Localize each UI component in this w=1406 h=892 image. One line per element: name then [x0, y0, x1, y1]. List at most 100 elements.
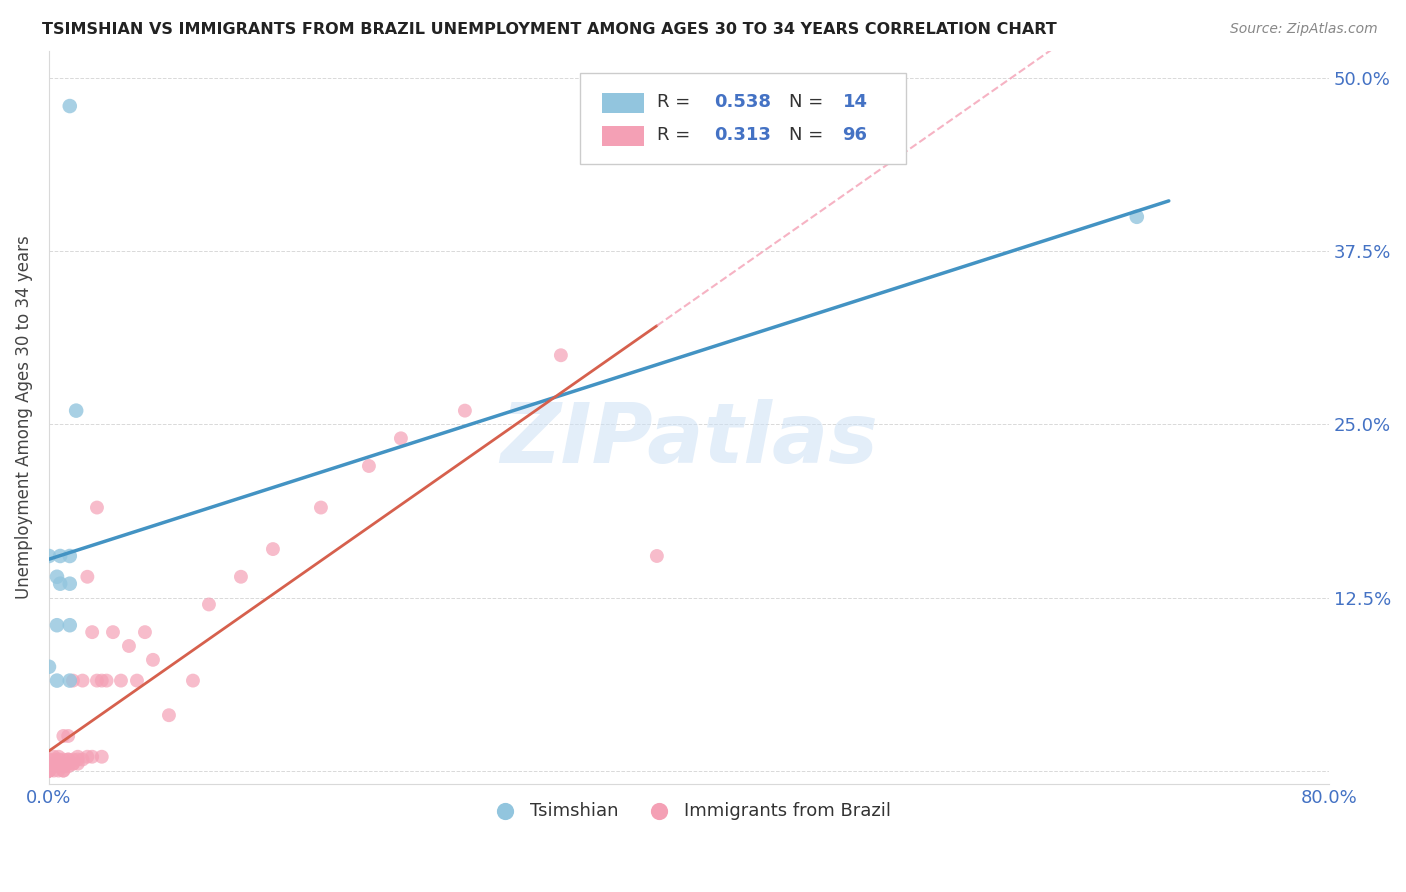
Point	[38, 756, 60, 771]
Point	[48, 752, 70, 766]
Point	[38, 759, 60, 773]
Point	[645, 549, 668, 563]
Text: 14: 14	[842, 93, 868, 111]
Point	[66, 752, 89, 766]
Point	[62, 673, 84, 688]
Y-axis label: Unemployment Among Ages 30 to 34 years: Unemployment Among Ages 30 to 34 years	[15, 235, 32, 599]
Point	[59, 576, 82, 591]
Point	[357, 458, 380, 473]
Point	[38, 764, 60, 778]
Text: Source: ZipAtlas.com: Source: ZipAtlas.com	[1230, 22, 1378, 37]
Point	[49, 576, 72, 591]
Point	[38, 764, 60, 778]
Point	[59, 99, 82, 113]
Text: N =: N =	[789, 126, 823, 145]
Point	[38, 756, 60, 771]
Point	[96, 673, 118, 688]
Point	[46, 673, 69, 688]
Point	[72, 673, 94, 688]
Text: ZIPatlas: ZIPatlas	[501, 399, 877, 480]
Point	[86, 500, 108, 515]
Point	[59, 549, 82, 563]
Point	[48, 756, 70, 771]
Point	[134, 625, 156, 640]
Point	[38, 752, 60, 766]
Point	[49, 549, 72, 563]
Point	[125, 673, 148, 688]
Point	[56, 752, 79, 766]
Point	[229, 570, 252, 584]
Text: 0.313: 0.313	[714, 126, 772, 145]
Point	[118, 639, 141, 653]
Point	[66, 756, 89, 771]
Point	[48, 749, 70, 764]
Point	[42, 759, 65, 773]
Text: TSIMSHIAN VS IMMIGRANTS FROM BRAZIL UNEMPLOYMENT AMONG AGES 30 TO 34 YEARS CORRE: TSIMSHIAN VS IMMIGRANTS FROM BRAZIL UNEM…	[42, 22, 1057, 37]
Point	[52, 752, 75, 766]
Point	[56, 759, 79, 773]
Point	[66, 749, 89, 764]
Point	[52, 764, 75, 778]
Point	[52, 756, 75, 771]
Text: 0.538: 0.538	[714, 93, 772, 111]
Point	[389, 431, 412, 445]
Point	[309, 500, 332, 515]
Point	[86, 673, 108, 688]
Point	[90, 673, 112, 688]
Point	[38, 659, 60, 673]
Point	[52, 729, 75, 743]
Point	[42, 752, 65, 766]
Bar	[602, 126, 644, 146]
Point	[59, 618, 82, 632]
Point	[42, 756, 65, 771]
Text: 96: 96	[842, 126, 868, 145]
Point	[56, 752, 79, 766]
Point	[110, 673, 132, 688]
Point	[38, 764, 60, 778]
Point	[181, 673, 204, 688]
Point	[142, 653, 165, 667]
Point	[38, 759, 60, 773]
Point	[52, 764, 75, 778]
Point	[48, 764, 70, 778]
Point	[52, 759, 75, 773]
Point	[48, 756, 70, 771]
Point	[198, 598, 221, 612]
Text: N =: N =	[789, 93, 823, 111]
Text: R =: R =	[657, 126, 690, 145]
Point	[90, 749, 112, 764]
Point	[46, 618, 69, 632]
Point	[38, 764, 60, 778]
Point	[38, 549, 60, 563]
Point	[76, 749, 98, 764]
Point	[56, 729, 79, 743]
Point	[65, 403, 87, 417]
Point	[82, 625, 104, 640]
Point	[101, 625, 124, 640]
Point	[550, 348, 572, 362]
Point	[1126, 210, 1149, 224]
Point	[42, 764, 65, 778]
Point	[38, 764, 60, 778]
Point	[42, 749, 65, 764]
Point	[157, 708, 180, 723]
Point	[62, 756, 84, 771]
Point	[38, 759, 60, 773]
Point	[76, 570, 98, 584]
Point	[82, 749, 104, 764]
Text: R =: R =	[657, 93, 690, 111]
Legend: Tsimshian, Immigrants from Brazil: Tsimshian, Immigrants from Brazil	[479, 794, 898, 827]
Point	[62, 752, 84, 766]
Point	[38, 764, 60, 778]
Point	[46, 570, 69, 584]
Bar	[602, 93, 644, 113]
Point	[72, 752, 94, 766]
Point	[262, 542, 284, 557]
Point	[48, 759, 70, 773]
FancyBboxPatch shape	[581, 72, 907, 164]
Point	[62, 756, 84, 771]
Point	[59, 673, 82, 688]
Point	[454, 403, 477, 417]
Point	[56, 756, 79, 771]
Point	[38, 764, 60, 778]
